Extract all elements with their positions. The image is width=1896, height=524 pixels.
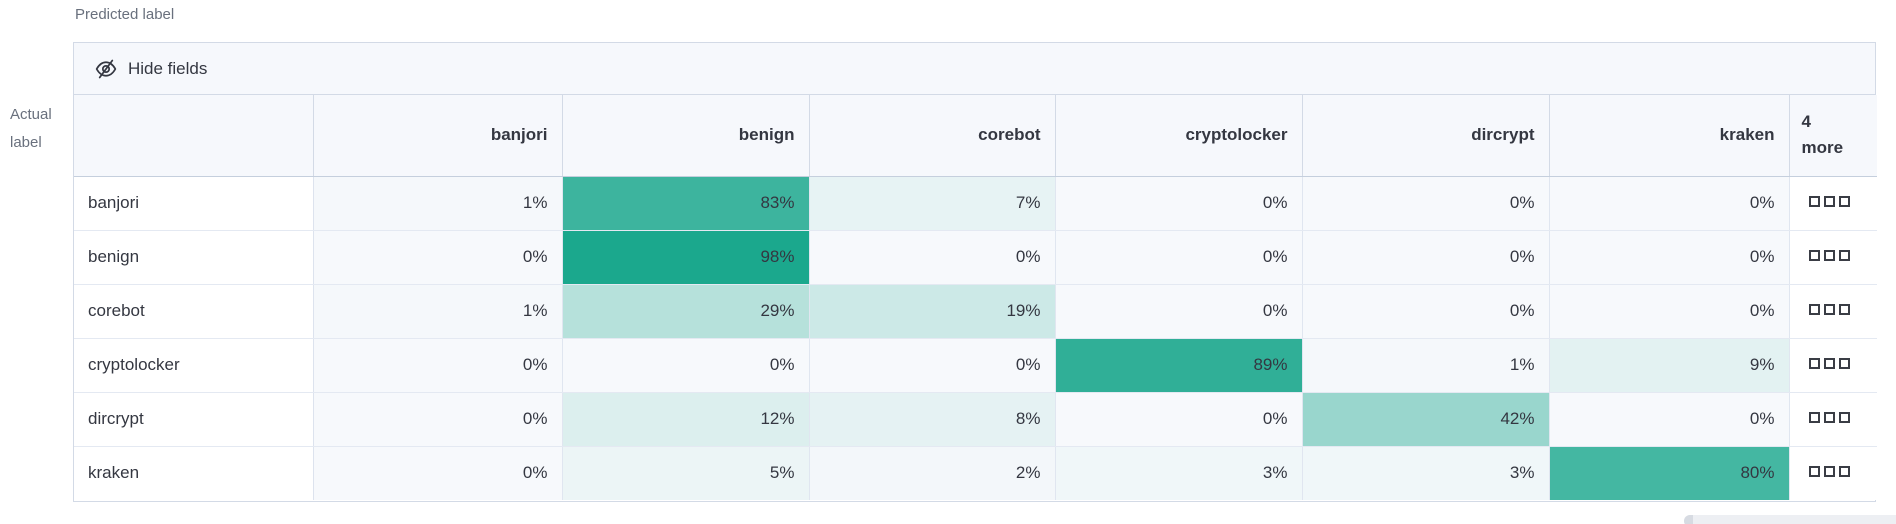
eye-closed-icon (95, 58, 117, 80)
matrix-row-dircrypt: dircrypt 0% 12% 8% 0% 42% 0% (74, 392, 1877, 447)
predicted-axis-label: Predicted label (75, 6, 175, 23)
matrix-row-benign: benign 0% 98% 0% 0% 0% 0% (74, 230, 1877, 285)
cell-cryptolocker-kraken[interactable]: 9% (1549, 338, 1790, 393)
boxes-horizontal-icon[interactable] (1808, 358, 1850, 369)
cell-corebot-banjori[interactable]: 1% (313, 284, 563, 339)
cell-benign-dircrypt[interactable]: 0% (1302, 230, 1550, 285)
cell-corebot-corebot[interactable]: 19% (809, 284, 1056, 339)
boxes-horizontal-icon[interactable] (1808, 196, 1850, 207)
actual-axis-label-line1: Actual (10, 106, 52, 123)
cell-benign-cryptolocker[interactable]: 0% (1055, 230, 1303, 285)
hide-fields-button[interactable]: Hide fields (74, 43, 1875, 95)
cell-dircrypt-kraken[interactable]: 0% (1549, 392, 1790, 447)
column-header-benign[interactable]: benign (562, 95, 810, 177)
cell-corebot-benign[interactable]: 29% (562, 284, 810, 339)
cell-cryptolocker-benign[interactable]: 0% (562, 338, 810, 393)
cell-banjori-cryptolocker[interactable]: 0% (1055, 176, 1303, 231)
more-values-cell (1789, 338, 1877, 393)
column-header-dircrypt[interactable]: dircrypt (1302, 95, 1550, 177)
cell-dircrypt-corebot[interactable]: 8% (809, 392, 1056, 447)
cell-kraken-kraken[interactable]: 80% (1549, 446, 1790, 500)
column-header-corebot[interactable]: corebot (809, 95, 1056, 177)
cell-banjori-dircrypt[interactable]: 0% (1302, 176, 1550, 231)
cell-kraken-dircrypt[interactable]: 3% (1302, 446, 1550, 500)
row-label-corebot[interactable]: corebot (74, 284, 314, 339)
matrix-body: banjori 1% 83% 7% 0% 0% 0% benign 0% 98% 0% 0% 0% 0% c… (74, 176, 1877, 500)
cell-cryptolocker-dircrypt[interactable]: 1% (1302, 338, 1550, 393)
more-values-cell (1789, 392, 1877, 447)
row-label-banjori[interactable]: banjori (74, 176, 314, 231)
row-label-dircrypt[interactable]: dircrypt (74, 392, 314, 447)
hide-fields-label: Hide fields (128, 58, 208, 78)
more-values-cell (1789, 176, 1877, 231)
cell-cryptolocker-banjori[interactable]: 0% (313, 338, 563, 393)
cell-benign-corebot[interactable]: 0% (809, 230, 1056, 285)
boxes-horizontal-icon[interactable] (1808, 466, 1850, 478)
matrix-row-cryptolocker: cryptolocker 0% 0% 0% 89% 1% 9% (74, 338, 1877, 393)
boxes-horizontal-icon[interactable] (1808, 250, 1850, 261)
cell-kraken-benign[interactable]: 5% (562, 446, 810, 500)
more-word: more (1801, 138, 1844, 158)
column-header-cryptolocker[interactable]: cryptolocker (1055, 95, 1303, 177)
more-values-cell (1789, 230, 1877, 285)
cell-dircrypt-benign[interactable]: 12% (562, 392, 810, 447)
cell-kraken-cryptolocker[interactable]: 3% (1055, 446, 1303, 500)
corner-cell (74, 95, 314, 177)
cell-dircrypt-dircrypt[interactable]: 42% (1302, 392, 1550, 447)
scrollbar-thumb (1684, 515, 1693, 524)
matrix-row-kraken: kraken 0% 5% 2% 3% 3% 80% (74, 446, 1877, 500)
column-header-row: banjori benign corebot cryptolocker dircrypt… (74, 95, 1877, 177)
cell-dircrypt-banjori[interactable]: 0% (313, 392, 563, 447)
matrix-row-banjori: banjori 1% 83% 7% 0% 0% 0% (74, 176, 1877, 231)
cell-corebot-kraken[interactable]: 0% (1549, 284, 1790, 339)
cell-dircrypt-cryptolocker[interactable]: 0% (1055, 392, 1303, 447)
data-grid: Hide fields banjori benign corebot cryptolo… (73, 42, 1877, 502)
row-label-cryptolocker[interactable]: cryptolocker (74, 338, 314, 393)
cell-benign-benign[interactable]: 98% (562, 230, 810, 285)
actual-axis-label: Actual label (10, 101, 52, 157)
row-label-kraken[interactable]: kraken (74, 446, 314, 500)
more-values-cell (1789, 284, 1877, 339)
cell-cryptolocker-corebot[interactable]: 0% (809, 338, 1056, 393)
column-header-more[interactable]: 4 more (1789, 95, 1877, 177)
boxes-horizontal-icon[interactable] (1808, 412, 1850, 423)
cell-banjori-kraken[interactable]: 0% (1549, 176, 1790, 231)
cell-kraken-banjori[interactable]: 0% (313, 446, 563, 500)
cell-banjori-corebot[interactable]: 7% (809, 176, 1056, 231)
horizontal-scrollbar[interactable] (1684, 515, 1896, 524)
cell-banjori-banjori[interactable]: 1% (313, 176, 563, 231)
cell-kraken-corebot[interactable]: 2% (809, 446, 1056, 500)
matrix-row-corebot: corebot 1% 29% 19% 0% 0% 0% (74, 284, 1877, 339)
row-label-benign[interactable]: benign (74, 230, 314, 285)
column-header-banjori[interactable]: banjori (313, 95, 563, 177)
confusion-matrix-table: banjori benign corebot cryptolocker dircrypt… (74, 95, 1877, 500)
cell-cryptolocker-cryptolocker[interactable]: 89% (1055, 338, 1303, 393)
column-header-kraken[interactable]: kraken (1549, 95, 1790, 177)
more-count: 4 (1801, 112, 1811, 132)
actual-axis-label-line2: label (10, 134, 42, 151)
cell-corebot-dircrypt[interactable]: 0% (1302, 284, 1550, 339)
cell-banjori-benign[interactable]: 83% (562, 176, 810, 231)
more-values-cell (1789, 446, 1877, 500)
cell-corebot-cryptolocker[interactable]: 0% (1055, 284, 1303, 339)
boxes-horizontal-icon[interactable] (1808, 304, 1850, 315)
cell-benign-banjori[interactable]: 0% (313, 230, 563, 285)
cell-benign-kraken[interactable]: 0% (1549, 230, 1790, 285)
